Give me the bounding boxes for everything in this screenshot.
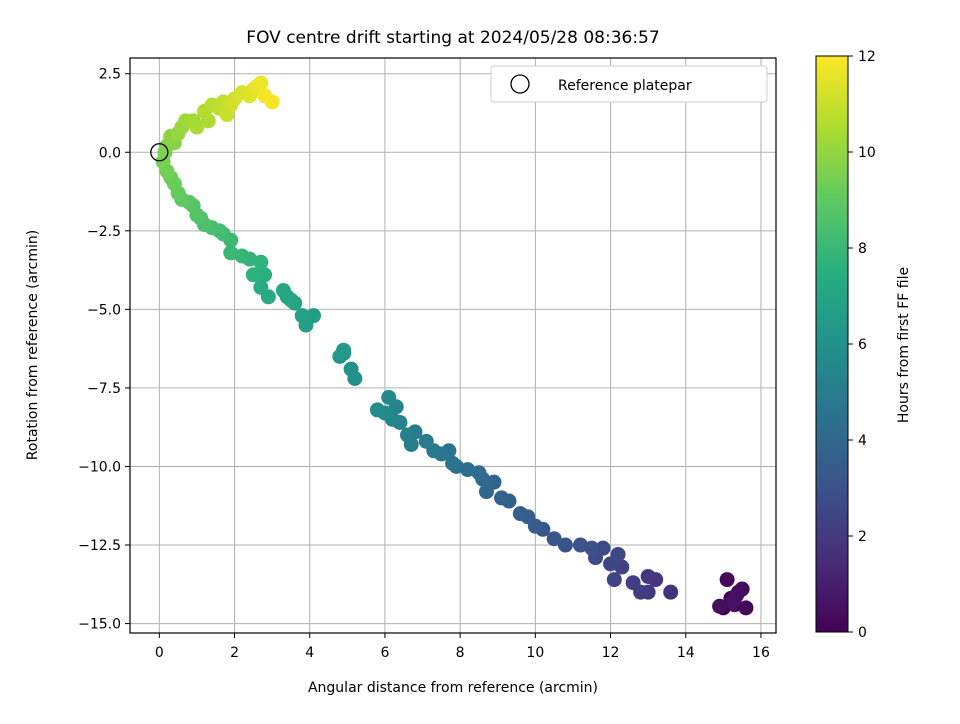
- data-point: [381, 389, 397, 405]
- plot-frame: [129, 57, 777, 634]
- x-tick-label: 0: [155, 645, 164, 661]
- data-point: [625, 575, 641, 591]
- colorbar: 0 2 4 6 8 10 12 Hours from first FF file: [815, 49, 912, 641]
- data-point: [478, 484, 494, 500]
- y-tick-label: −2.5: [87, 224, 121, 240]
- reference-point: [150, 143, 169, 162]
- data-point: [512, 506, 528, 522]
- colorbar-gradient: [815, 55, 849, 633]
- y-tick-label: −5.0: [87, 302, 121, 318]
- y-tick-label: −7.5: [87, 381, 121, 397]
- x-tick-label: 16: [752, 645, 770, 661]
- data-point: [343, 361, 359, 377]
- data-point: [614, 559, 630, 575]
- colorbar-tick-label: 6: [858, 337, 867, 353]
- data-point: [234, 248, 250, 264]
- x-tick-label: 8: [456, 645, 465, 661]
- data-point: [557, 537, 573, 553]
- legend-reference-marker: [510, 74, 530, 94]
- y-tick-label: −12.5: [78, 538, 121, 554]
- x-tick-label: 14: [677, 645, 695, 661]
- x-tick-label: 4: [305, 645, 314, 661]
- y-tick-label: 2.5: [99, 67, 121, 83]
- data-point: [294, 308, 310, 324]
- data-point: [663, 584, 679, 600]
- colorbar-tick-label: 8: [858, 241, 867, 257]
- data-point: [418, 433, 434, 449]
- data-point: [253, 279, 269, 295]
- data-point: [253, 254, 269, 270]
- colorbar-label: Hours from first FF file: [896, 267, 912, 423]
- y-tick-label: −15.0: [78, 617, 121, 633]
- colorbar-tick-label: 4: [858, 433, 867, 449]
- x-tick-label: 12: [602, 645, 620, 661]
- data-point: [471, 465, 487, 481]
- data-point: [610, 546, 626, 562]
- grid: [130, 58, 776, 633]
- y-tick-label: 0.0: [99, 145, 121, 161]
- y-axis-label: Rotation from reference (arcmin): [25, 230, 41, 460]
- x-tick-label: 6: [380, 645, 389, 661]
- data-point: [253, 75, 269, 91]
- data-point: [369, 402, 385, 418]
- data-point: [738, 600, 754, 616]
- y-axis: 2.5 0.0 −2.5 −5.0 −7.5 −10.0 −12.5 −15.0: [78, 67, 130, 633]
- x-tick-label: 10: [526, 645, 544, 661]
- scatter-points: [155, 75, 754, 616]
- data-point: [725, 594, 741, 610]
- data-point: [264, 94, 280, 110]
- data-point: [445, 455, 461, 471]
- colorbar-tick-label: 10: [858, 145, 876, 161]
- colorbar-tick-label: 12: [858, 49, 876, 65]
- data-point: [460, 462, 476, 478]
- data-point: [712, 598, 728, 614]
- data-point: [719, 572, 735, 588]
- data-point: [336, 342, 352, 358]
- data-point: [640, 568, 656, 584]
- data-point: [223, 245, 239, 261]
- data-point: [189, 119, 205, 135]
- x-tick-label: 2: [230, 645, 239, 661]
- data-point: [494, 490, 510, 506]
- data-point: [257, 267, 273, 283]
- data-point: [606, 572, 622, 588]
- colorbar-tick-label: 2: [858, 529, 867, 545]
- x-axis-label: Angular distance from reference (arcmin): [308, 680, 598, 696]
- data-point: [584, 540, 600, 556]
- colorbar-ticks: 0 2 4 6 8 10 12: [848, 49, 876, 641]
- data-point: [572, 537, 588, 553]
- y-tick-label: −10.0: [78, 459, 121, 475]
- legend-entry-reference: Reference platepar: [558, 78, 692, 94]
- legend-box: [490, 65, 768, 103]
- x-axis: 0 2 4 6 8 10 12 14 16: [155, 633, 770, 661]
- chart-title: FOV centre drift starting at 2024/05/28 …: [246, 28, 659, 48]
- data-point: [275, 283, 291, 299]
- reference-marker: [150, 143, 169, 162]
- data-point: [546, 531, 562, 547]
- legend: Reference platepar: [490, 65, 768, 103]
- data-point: [245, 267, 261, 283]
- colorbar-tick-label: 0: [858, 625, 867, 641]
- data-point: [400, 427, 416, 443]
